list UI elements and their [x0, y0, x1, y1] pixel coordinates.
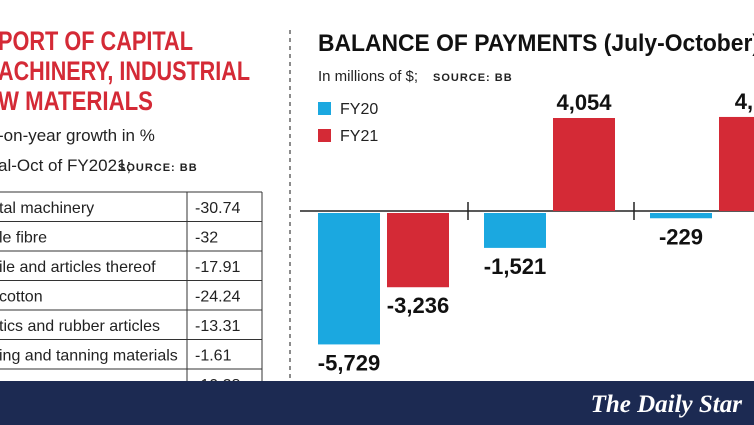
table-cell: ing and tanning materials [0, 348, 178, 365]
bar [387, 213, 449, 288]
left-title: W MATERIALS [0, 86, 153, 116]
table-cell: -30.74 [195, 200, 240, 217]
chart-source: SOURCE: BB [433, 72, 513, 84]
table-cell: tics and rubber articles [0, 318, 160, 335]
table-cell: -32 [195, 230, 218, 247]
bar [650, 213, 712, 219]
legend-swatch [318, 102, 331, 115]
legend-label: FY21 [340, 128, 378, 145]
value-label: 4,054 [556, 90, 612, 115]
value-label: -229 [659, 224, 703, 249]
left-subtitle: -on-year growth in % [0, 126, 155, 145]
table-cell: -13.31 [195, 318, 240, 335]
legend-label: FY20 [340, 101, 378, 118]
table-cell: -24.24 [195, 289, 240, 306]
bar [318, 213, 380, 345]
table-cell: ile and articles thereof [0, 259, 156, 276]
table-cell: le fibre [0, 230, 47, 247]
table-cell: -17.91 [195, 259, 240, 276]
chart-title: BALANCE OF PAYMENTS (July-October) [318, 30, 754, 57]
legend-swatch [318, 129, 331, 142]
value-label: -3,236 [387, 293, 449, 318]
left-subtitle: al-Oct of FY2021; [0, 156, 131, 175]
value-label: -5,729 [318, 350, 380, 375]
left-source: SOURCE: BB [118, 162, 198, 174]
value-label: -1,521 [484, 254, 546, 279]
bar [484, 213, 546, 248]
table-cell: cotton [0, 289, 43, 306]
left-title: PORT OF CAPITAL [0, 26, 193, 56]
left-title: ACHINERY, INDUSTRIAL [0, 56, 250, 86]
chart-subtitle: In millions of $; [318, 68, 418, 85]
table-cell: -1.61 [195, 348, 232, 365]
table-cell: tal machinery [0, 200, 94, 217]
logo: The Daily Star [591, 391, 743, 418]
bar [719, 116, 754, 211]
bar [553, 118, 615, 211]
value-label: 4,1 [735, 89, 754, 114]
footer-band [0, 381, 754, 425]
